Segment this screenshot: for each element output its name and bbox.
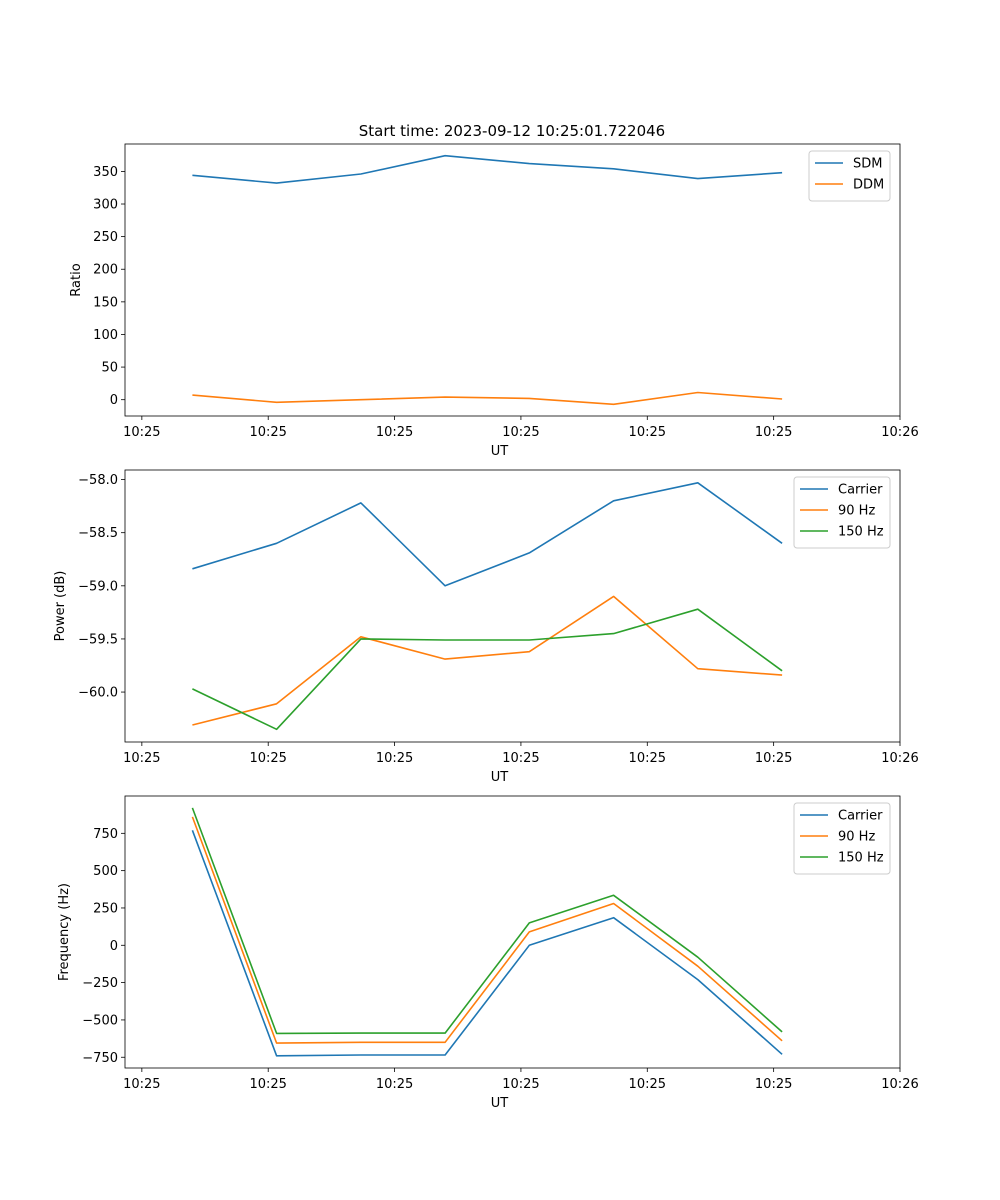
axes-frame bbox=[124, 143, 901, 417]
series-line-90-hz bbox=[192, 595, 783, 726]
y-tick-label: −58.5 bbox=[78, 526, 118, 541]
series-line-150-hz bbox=[191, 807, 783, 1035]
y-tick-label: 50 bbox=[101, 361, 118, 376]
y-tick-label: 250 bbox=[93, 230, 118, 245]
y-tick-label: 0 bbox=[110, 939, 118, 954]
x-tick-label: 10:25 bbox=[376, 1077, 413, 1092]
y-tick-label: 0 bbox=[110, 393, 118, 408]
y-tick-label: −250 bbox=[82, 976, 118, 991]
axes-frame bbox=[124, 795, 901, 1069]
legend-label-carrier: Carrier bbox=[838, 809, 883, 824]
x-tick-label: 10:25 bbox=[502, 1077, 539, 1092]
series-line-sdm bbox=[192, 154, 783, 184]
legend-label-90-hz: 90 Hz bbox=[838, 830, 875, 845]
legend-label-sdm: SDM bbox=[853, 157, 882, 172]
legend: SDM DDM bbox=[808, 150, 891, 202]
x-tick-label: 10:25 bbox=[629, 425, 666, 440]
x-tick-label: 10:25 bbox=[502, 425, 539, 440]
x-tick-label: 10:25 bbox=[755, 751, 792, 766]
x-tick-label: 10:25 bbox=[249, 425, 286, 440]
y-tick-label: 350 bbox=[93, 165, 118, 180]
y-tick-label: −500 bbox=[82, 1013, 118, 1028]
x-tick-label: 10:25 bbox=[755, 425, 792, 440]
x-tick-label: 10:25 bbox=[502, 751, 539, 766]
x-axis-label: UT bbox=[491, 444, 509, 459]
series-line-150-hz bbox=[192, 608, 783, 731]
x-tick-label: 10:25 bbox=[123, 751, 160, 766]
x-tick-label: 10:26 bbox=[881, 1077, 918, 1092]
ratio-subplot: 10:25 10:25 10:25 10:25 10:25 10:25 10:26 0 50 10… bbox=[69, 143, 919, 459]
y-tick-label: −58.0 bbox=[78, 473, 118, 488]
power-subplot: 10:25 10:25 10:25 10:25 10:25 10:25 10:26 −60.0… bbox=[53, 469, 919, 785]
x-tick-label: 10:25 bbox=[755, 1077, 792, 1092]
y-tick-label: 500 bbox=[93, 864, 118, 879]
y-tick-label: −59.5 bbox=[78, 632, 118, 647]
series-line-carrier bbox=[191, 830, 783, 1057]
y-tick-label: 750 bbox=[93, 827, 118, 842]
x-tick-label: 10:25 bbox=[376, 751, 413, 766]
y-tick-label: −59.0 bbox=[78, 579, 118, 594]
frequency-subplot: 10:25 10:25 10:25 10:25 10:25 10:25 10:26 −750 −… bbox=[57, 795, 919, 1111]
y-axis-label: Ratio bbox=[69, 263, 84, 296]
series-line-carrier bbox=[192, 481, 783, 587]
x-tick-label: 10:25 bbox=[629, 751, 666, 766]
y-tick-label: 200 bbox=[93, 263, 118, 278]
series-line-ddm bbox=[192, 391, 783, 406]
legend-label-150-hz: 150 Hz bbox=[838, 525, 884, 540]
x-tick-label: 10:25 bbox=[249, 1077, 286, 1092]
y-axis-label: Frequency (Hz) bbox=[57, 883, 72, 981]
x-tick-label: 10:25 bbox=[249, 751, 286, 766]
y-tick-label: −750 bbox=[82, 1051, 118, 1066]
legend: Carrier 90 Hz 150 Hz bbox=[793, 802, 891, 875]
y-tick-label: 150 bbox=[93, 295, 118, 310]
legend-label-carrier: Carrier bbox=[838, 483, 883, 498]
y-tick-label: 100 bbox=[93, 328, 118, 343]
x-tick-label: 10:26 bbox=[881, 751, 918, 766]
x-axis-label: UT bbox=[491, 770, 509, 785]
legend-label-150-hz: 150 Hz bbox=[838, 851, 884, 866]
x-tick-label: 10:25 bbox=[123, 1077, 160, 1092]
x-tick-label: 10:25 bbox=[123, 425, 160, 440]
x-tick-label: 10:25 bbox=[376, 425, 413, 440]
y-axis-label: Power (dB) bbox=[53, 571, 68, 642]
y-tick-label: 250 bbox=[93, 901, 118, 916]
y-tick-label: 300 bbox=[93, 198, 118, 213]
legend-label-90-hz: 90 Hz bbox=[838, 504, 875, 519]
x-axis-label: UT bbox=[491, 1096, 509, 1111]
y-tick-label: −60.0 bbox=[78, 686, 118, 701]
axes-frame bbox=[124, 469, 901, 743]
figure-title: Start time: 2023-09-12 10:25:01.722046 bbox=[359, 122, 665, 140]
series-line-90-hz bbox=[191, 816, 783, 1044]
legend-label-ddm: DDM bbox=[853, 178, 884, 193]
x-tick-label: 10:26 bbox=[881, 425, 918, 440]
legend: Carrier 90 Hz 150 Hz bbox=[793, 476, 891, 549]
x-tick-label: 10:25 bbox=[629, 1077, 666, 1092]
